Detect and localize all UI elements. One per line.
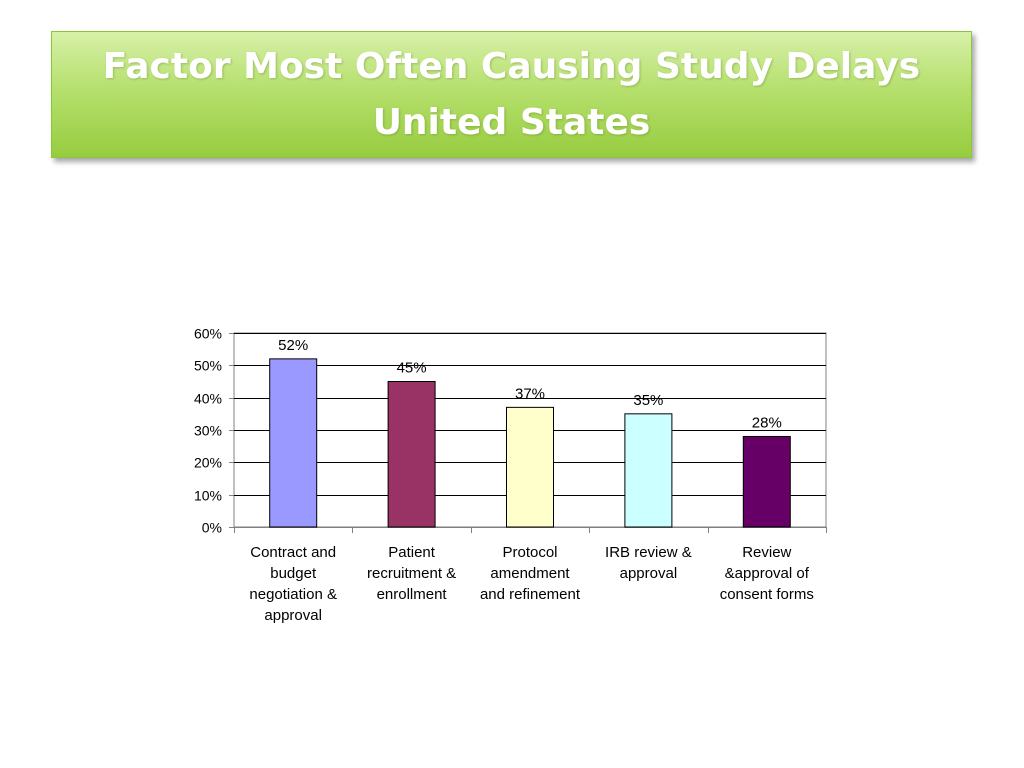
data-label: 37%	[515, 385, 545, 402]
bar	[742, 435, 791, 528]
x-category-label: Contract and budget negotiation & approv…	[249, 544, 337, 624]
bar	[506, 406, 554, 528]
y-tick-label: 10%	[194, 488, 222, 504]
bar	[624, 413, 673, 528]
data-label: 35%	[633, 392, 663, 409]
data-label: 45%	[397, 360, 427, 377]
x-category-label: IRB review & approval	[605, 544, 692, 582]
title-banner: Factor Most Often Causing Study Delays U…	[51, 31, 972, 158]
title-line-1: Factor Most Often Causing Study Delays	[102, 45, 921, 87]
y-tick-label: 20%	[194, 455, 222, 471]
data-label: 52%	[278, 337, 308, 354]
y-tick-label: 50%	[194, 358, 222, 374]
x-category-label: Review &approval of consent forms	[719, 544, 814, 603]
x-category-label: Protocol amendment and refinement	[479, 544, 581, 603]
data-label: 28%	[752, 414, 782, 431]
bar	[387, 381, 436, 528]
y-tick-label: 30%	[194, 423, 222, 439]
y-tick-label: 60%	[194, 326, 222, 342]
bar	[269, 358, 318, 528]
y-tick-label: 0%	[202, 520, 222, 536]
title-line-2: United States	[372, 101, 651, 143]
y-tick-label: 40%	[194, 391, 222, 407]
x-category-label: Patient recruitment & enrollment	[366, 544, 457, 603]
